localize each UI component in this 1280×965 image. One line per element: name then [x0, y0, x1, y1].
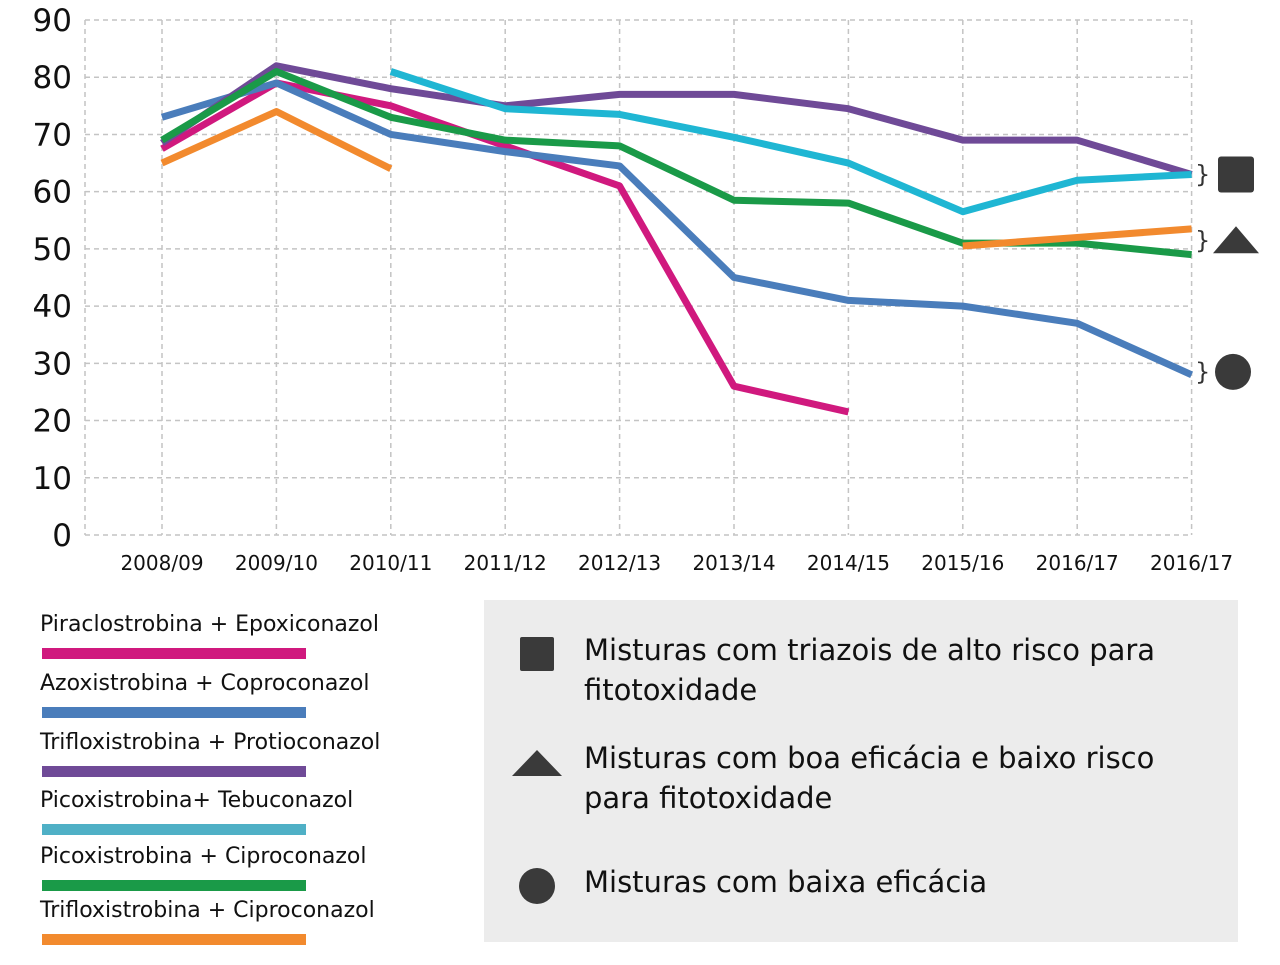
y-tick-label: 80 [33, 60, 72, 96]
legend-swatch [42, 934, 306, 945]
brace-glyph: } [1195, 226, 1210, 254]
legend-label: Piraclostrobina + Epoxiconazol [40, 612, 380, 637]
key-label: Misturas com baixa eficácia [584, 865, 988, 899]
series-line [160, 79, 1194, 378]
series-lines [160, 62, 1194, 416]
y-tick-label: 90 [33, 3, 72, 39]
x-tick-label: 2008/09 [120, 551, 203, 575]
legend-swatch [42, 880, 306, 891]
brace-glyph: } [1195, 161, 1210, 189]
series-line [389, 68, 1192, 216]
legend-item: Trifloxistrobina + Protioconazol [40, 730, 440, 780]
series-line [160, 108, 393, 172]
brace-glyph: } [1195, 358, 1210, 386]
x-tick-label: 2009/10 [235, 551, 318, 575]
legend-item: Piraclostrobina + Epoxiconazol [40, 612, 440, 662]
y-tick-label: 0 [52, 518, 72, 554]
y-tick-label: 20 [33, 404, 72, 440]
x-tick-label: 2016/17 [1036, 551, 1119, 575]
legend-label: Picoxistrobina + Ciproconazol [40, 844, 367, 869]
y-tick-label: 30 [33, 346, 72, 382]
square-icon [1218, 156, 1254, 193]
group-markers: }}} [1195, 156, 1259, 390]
legend-swatch [42, 824, 306, 835]
legend-label: Trifloxistrobina + Ciproconazol [40, 898, 375, 923]
x-tick-label: 2012/13 [578, 551, 661, 575]
x-tick-label: 2016/17 [1150, 551, 1233, 575]
legend-label: Trifloxistrobina + Protioconazol [40, 730, 381, 755]
x-tick-label: 2014/15 [807, 551, 890, 575]
legend-label: Azoxistrobina + Coproconazol [40, 671, 370, 696]
circle-icon [519, 868, 555, 904]
key-panel: Misturas com triazois de alto risco para… [484, 600, 1238, 942]
x-tick-label: 2015/16 [921, 551, 1004, 575]
key-label: Misturas com boa eficácia e baixo risco … [584, 741, 1155, 815]
legend-swatch [42, 648, 306, 659]
y-tick-label: 60 [33, 175, 72, 211]
series-line [160, 62, 1193, 178]
square-icon [520, 637, 554, 671]
legend-item: Azoxistrobina + Coproconazol [40, 671, 440, 721]
series-line [962, 225, 1192, 250]
y-tick-label: 70 [33, 117, 72, 153]
key-label: Misturas com triazois de alto risco para… [584, 633, 1156, 707]
legend-swatch [42, 766, 306, 777]
y-tick-label: 10 [33, 461, 72, 497]
legend-item: Trifloxistrobina + Ciproconazol [40, 898, 440, 948]
legend-item: Picoxistrobina + Ciproconazol [40, 844, 440, 894]
triangle-icon [1213, 226, 1259, 254]
y-axis-ticks: 0 10 20 30 40 50 60 70 80 90 [33, 3, 72, 554]
circle-icon [1215, 353, 1251, 390]
x-axis-ticks: 2008/09 2009/10 2010/11 2011/12 2012/13 2013/… [120, 551, 1233, 575]
triangle-icon [512, 750, 562, 776]
line-chart: 0 10 20 30 40 50 60 70 80 90 2008/09 2009/10 2010/1… [33, 3, 1259, 575]
y-tick-label: 50 [33, 232, 72, 268]
legend-item: Picoxistrobina+ Tebuconazol [40, 788, 440, 838]
x-tick-label: 2011/12 [464, 551, 547, 575]
y-tick-label: 40 [33, 289, 72, 325]
x-tick-label: 2013/14 [692, 551, 775, 575]
legend-label: Picoxistrobina+ Tebuconazol [40, 788, 354, 813]
legend-swatch [42, 707, 306, 718]
x-tick-label: 2010/11 [349, 551, 432, 575]
